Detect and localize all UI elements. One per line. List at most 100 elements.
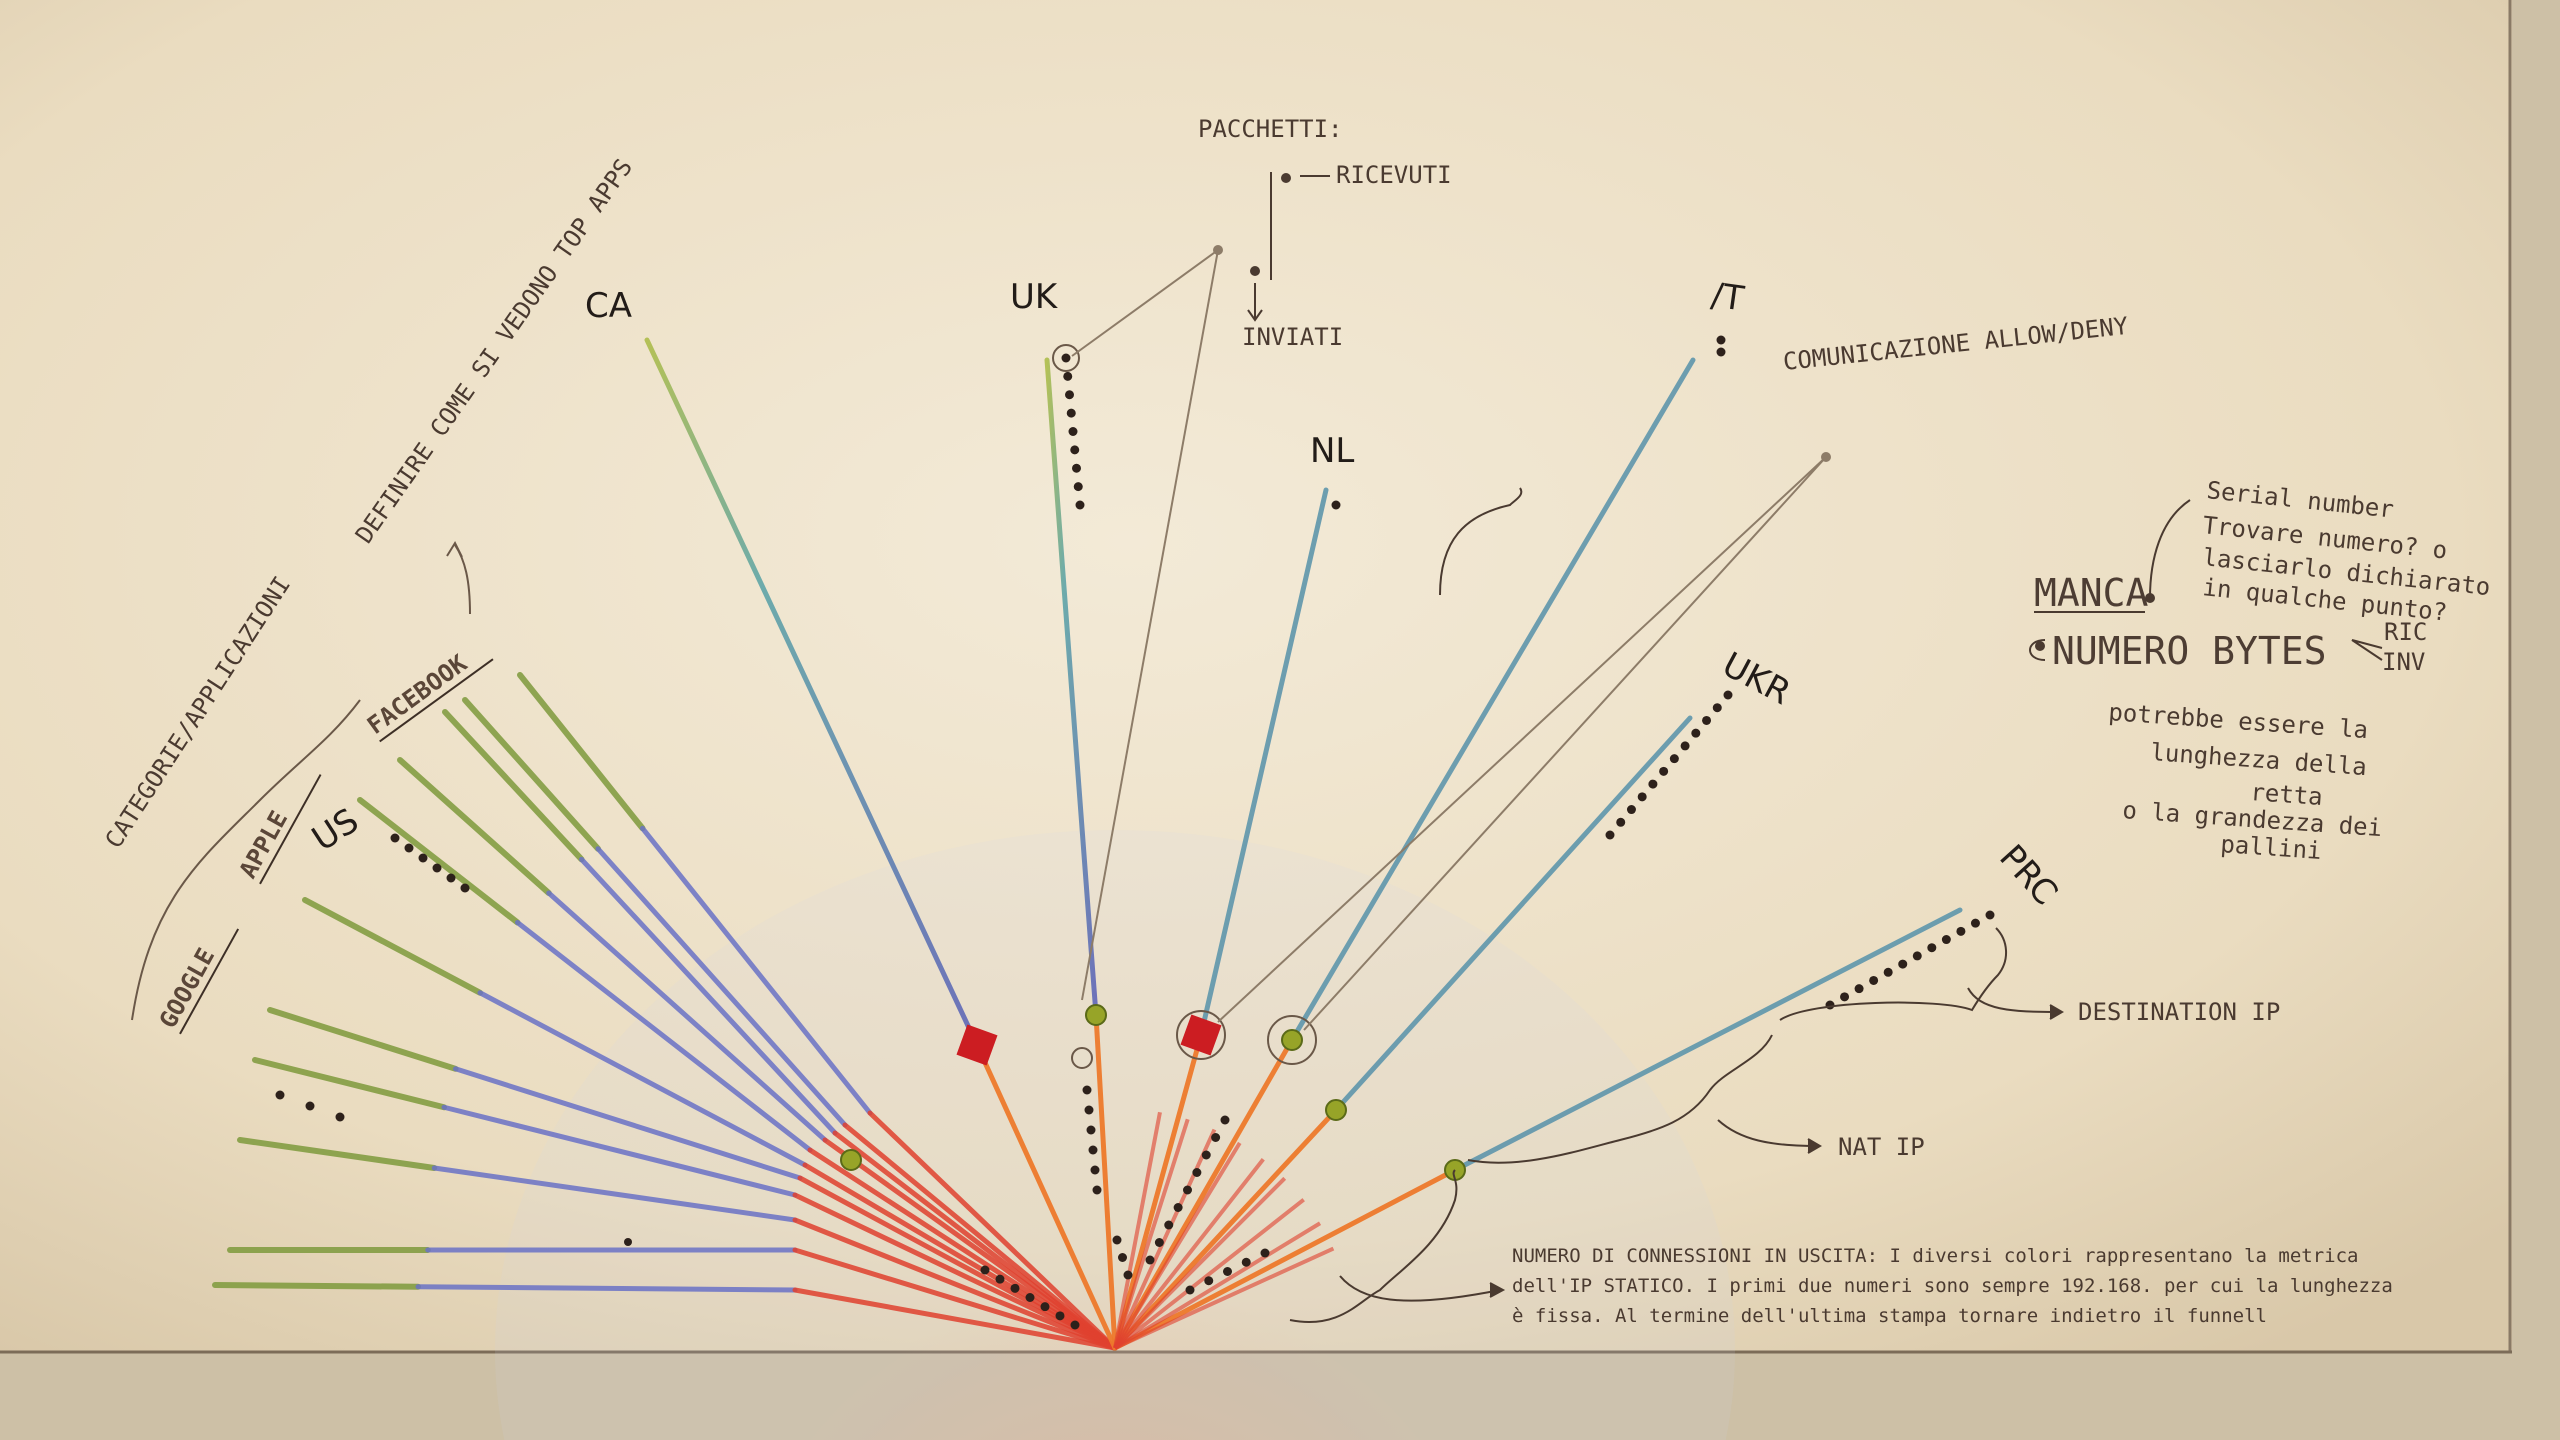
packets-sent-arrow-head bbox=[1247, 309, 1263, 322]
red-fan-stroke-2 bbox=[1113, 1128, 1217, 1349]
lower-left-dot-5 bbox=[1055, 1311, 1065, 1321]
fan-glow bbox=[785, 1020, 1445, 1440]
country-label-nl: NL bbox=[1310, 431, 1354, 471]
destination-bracket bbox=[1779, 927, 2007, 1021]
missing-label: MANCA bbox=[2034, 571, 2149, 615]
us-ray-blue-7 bbox=[441, 1104, 798, 1198]
us-ray-blue-3 bbox=[546, 890, 828, 1143]
red-square-marker-0 bbox=[956, 1024, 998, 1066]
serial-note-dot bbox=[2145, 593, 2155, 603]
us-ray-blue-2 bbox=[579, 856, 838, 1136]
us-ray-red-7 bbox=[792, 1192, 1118, 1351]
lower-right-dot-1 bbox=[1154, 1238, 1164, 1247]
prc-dot-10 bbox=[1970, 918, 1980, 928]
uk-dot-3 bbox=[1066, 408, 1076, 418]
communication-pointer-dot bbox=[1821, 452, 1831, 462]
serial-note-connector bbox=[2149, 499, 2191, 599]
center-dot-3 bbox=[1088, 1145, 1098, 1155]
lower-right-dot-6 bbox=[1201, 1150, 1211, 1160]
outgoing-bracket bbox=[1289, 1169, 1458, 1323]
packets-sent-label: INVIATI bbox=[1242, 323, 1343, 351]
ukr-dot-9 bbox=[1702, 715, 1712, 725]
lower-mid-dot-1 bbox=[1118, 1253, 1127, 1262]
us-ray-red-6 bbox=[797, 1175, 1118, 1351]
ukr-dot-4 bbox=[1648, 779, 1658, 789]
uk-dot-7 bbox=[1073, 482, 1083, 492]
packets-pointer-line-2 bbox=[1071, 249, 1219, 357]
uk-dot-6 bbox=[1072, 463, 1081, 473]
ukr-dot-11 bbox=[1723, 690, 1733, 700]
us-dot-2 bbox=[418, 853, 428, 863]
connection-rays bbox=[212, 337, 1963, 1351]
red-fan-stroke-0 bbox=[1113, 1111, 1162, 1349]
ray-ukr-upper bbox=[1333, 715, 1693, 1113]
ray-prc-upper bbox=[1452, 907, 1963, 1173]
us-ray-green-2 bbox=[442, 709, 585, 863]
prc-dot-7 bbox=[1927, 943, 1937, 953]
nat-ip-label: NAT IP bbox=[1838, 1133, 1925, 1161]
ukr-dot-8 bbox=[1691, 728, 1701, 738]
uk-dot-8 bbox=[1075, 500, 1085, 510]
bytes-ric: RIC bbox=[2384, 618, 2427, 646]
prc-dot-0 bbox=[1825, 1000, 1835, 1010]
ukr-dot-7 bbox=[1680, 741, 1690, 751]
us-ray-blue-8 bbox=[431, 1165, 798, 1223]
it-dot-0 bbox=[1716, 335, 1726, 345]
lower-left-dot-0 bbox=[980, 1265, 990, 1275]
prc-dot-9 bbox=[1956, 926, 1966, 936]
serial-note-bracket bbox=[1439, 487, 1523, 596]
packets-title: PACCHETTI: bbox=[1198, 115, 1343, 143]
uk-dot-ring bbox=[1052, 344, 1080, 372]
ray-ca-lower bbox=[974, 1042, 1118, 1351]
lower-left-dot-3 bbox=[1025, 1293, 1035, 1302]
green-node-marker-2 bbox=[1325, 1099, 1347, 1121]
center-dot-ring bbox=[1071, 1047, 1093, 1069]
ukr-dot-2 bbox=[1626, 805, 1636, 815]
us-ray-green-4 bbox=[357, 797, 521, 926]
center-dot-5 bbox=[1092, 1185, 1102, 1195]
ukr-dot-3 bbox=[1637, 792, 1647, 802]
outgoing-note-line1: NUMERO DI CONNESSIONI IN USCITA: I diver… bbox=[1512, 1245, 2358, 1267]
bytes-label: NUMERO BYTES bbox=[2052, 629, 2327, 673]
center-dot-1 bbox=[1084, 1105, 1094, 1115]
it-dot-1 bbox=[1716, 347, 1726, 357]
ray-prc-lower bbox=[1112, 1167, 1458, 1351]
outgoing-arrow bbox=[1339, 1275, 1501, 1302]
us-ray-green-1 bbox=[462, 697, 601, 852]
annotation-lines bbox=[1071, 245, 1831, 1031]
lower-right-dot-3 bbox=[1173, 1203, 1183, 1212]
us-ray-blue-6 bbox=[453, 1066, 803, 1181]
us-dot-4 bbox=[446, 873, 456, 883]
lower-right2-dot-2 bbox=[1223, 1267, 1232, 1276]
us-ray-red-9 bbox=[792, 1247, 1118, 1351]
us-ray-red-10 bbox=[792, 1287, 1118, 1351]
us-ray-green-0 bbox=[517, 672, 646, 832]
outgoing-arrow-head bbox=[1489, 1282, 1506, 1298]
lower-left-dot-6 bbox=[1070, 1320, 1080, 1330]
ray-ukr-lower bbox=[1112, 1107, 1339, 1351]
prc-dot-3 bbox=[1869, 975, 1879, 985]
it-marker-ring bbox=[1267, 1015, 1317, 1065]
lower-left-dot-2 bbox=[1010, 1283, 1020, 1293]
category-google-underline bbox=[179, 928, 240, 1035]
red-fan-stroke-6 bbox=[1113, 1198, 1305, 1350]
uk-dot-4 bbox=[1068, 427, 1078, 436]
packets-pointer-line bbox=[1081, 249, 1219, 1001]
lower-left-dot-4 bbox=[1040, 1302, 1050, 1312]
us-ray-green-8 bbox=[237, 1137, 438, 1171]
lower-left-dot-1 bbox=[995, 1274, 1005, 1284]
us-ray-green-7 bbox=[252, 1057, 447, 1111]
packets-received-label: RICEVUTI bbox=[1336, 161, 1452, 189]
us-left-dot-1 bbox=[305, 1101, 315, 1111]
red-fan-stroke-1 bbox=[1113, 1118, 1190, 1349]
us-dot-0 bbox=[390, 833, 400, 843]
center-dot-4 bbox=[1090, 1165, 1100, 1175]
red-fan-stroke-4 bbox=[1113, 1158, 1265, 1350]
category-facebook-underline bbox=[379, 658, 494, 743]
lower-right-dot-0 bbox=[1145, 1255, 1155, 1265]
category-apple-underline bbox=[259, 774, 322, 885]
prc-dot-4 bbox=[1883, 967, 1893, 977]
prc-dot-5 bbox=[1898, 959, 1908, 969]
bytes-bracket bbox=[2029, 639, 2046, 661]
lower-right-dot-2 bbox=[1164, 1220, 1174, 1230]
